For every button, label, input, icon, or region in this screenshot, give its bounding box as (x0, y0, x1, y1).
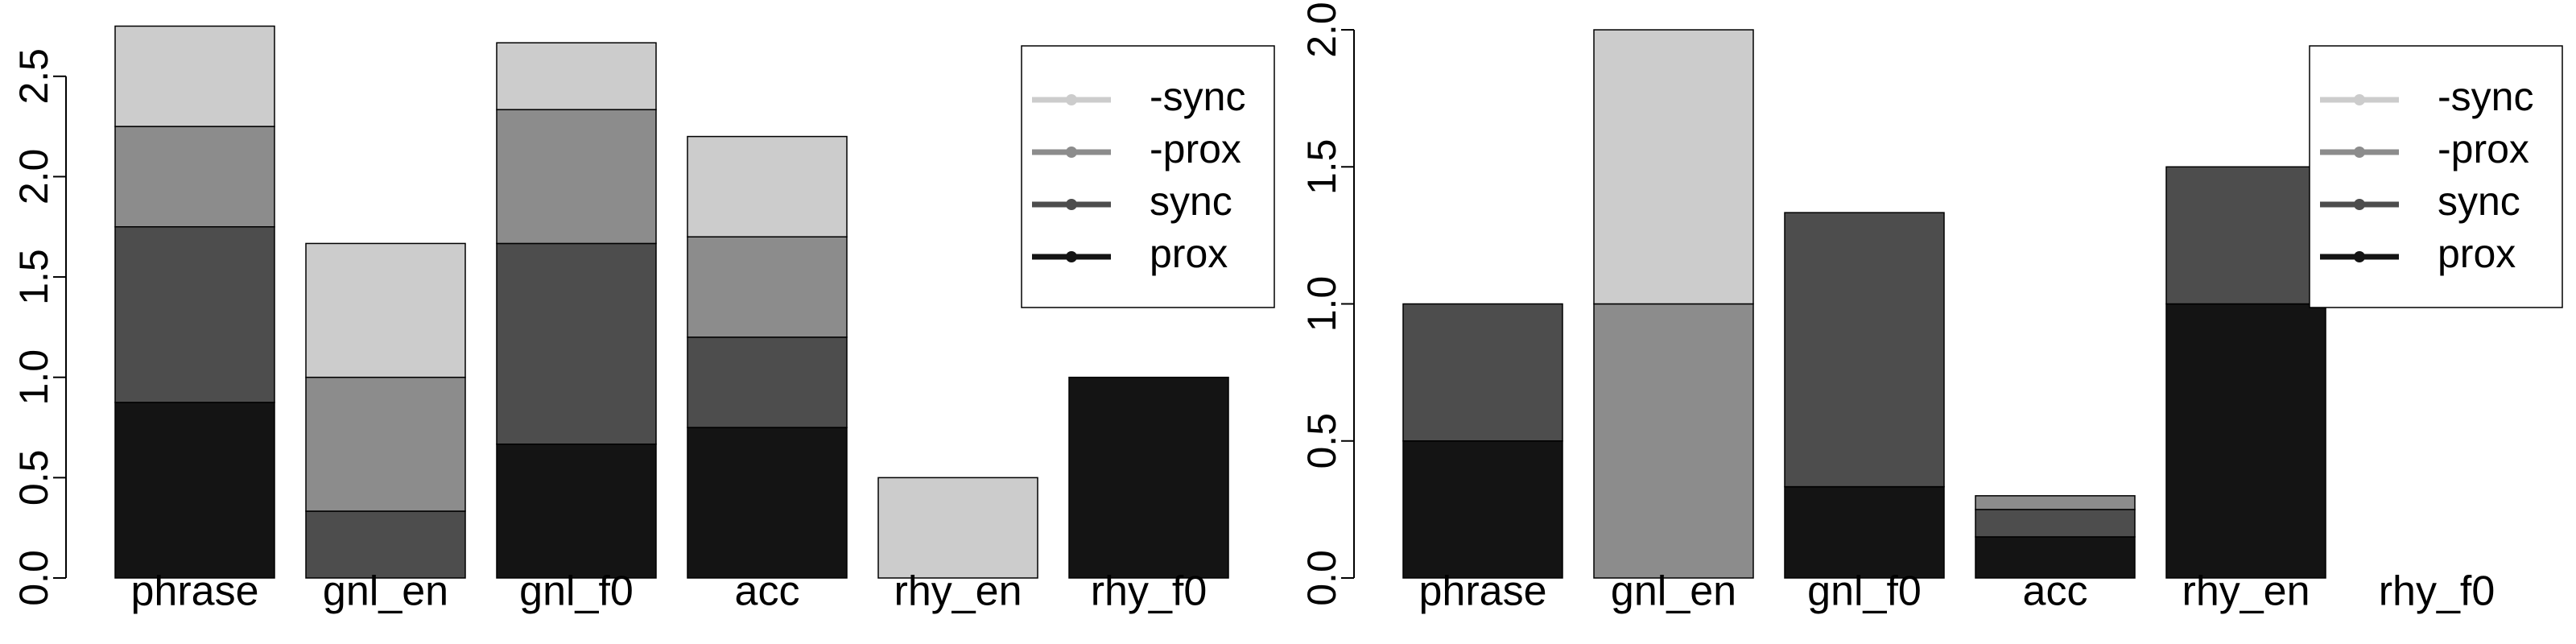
bar-segment (1593, 303, 1754, 579)
legend-box (1021, 45, 1275, 308)
x-tick-label: phrase (1419, 568, 1547, 615)
x-tick-label: rhy_f0 (1091, 568, 1208, 615)
bar-segment (1068, 376, 1229, 579)
y-tick-label: 2.0 (1299, 2, 1344, 58)
y-tick-label: 2.5 (11, 48, 56, 105)
legend-label: -sync (2438, 74, 2533, 119)
bar-segment (687, 336, 848, 428)
bar-segment (114, 402, 275, 579)
bar-segment (305, 376, 466, 512)
legend-label: sync (2438, 179, 2520, 224)
bar-segment (687, 135, 848, 237)
legend-label: prox (2438, 231, 2516, 276)
x-tick-label: rhy_f0 (2379, 568, 2496, 615)
bar-segment (114, 25, 275, 127)
legend-label: sync (1150, 179, 1232, 224)
chart-panel: 0.0 0.5 1.0 1.5 2.0 phrase gnl_en gnl_f0 acc rhy_… (1299, 2, 2563, 615)
legend-dot (1066, 199, 1077, 210)
x-tick-label: gnl_en (1611, 568, 1736, 615)
legend-dot (2354, 147, 2365, 158)
legend-label: -sync (1150, 74, 1245, 119)
legend-dot (1066, 94, 1077, 105)
bar-segment (496, 42, 657, 110)
bar-segment (2165, 303, 2326, 579)
bar-segment (687, 427, 848, 579)
x-tick-label: rhy_en (894, 568, 1022, 615)
y-tick-label: 0.5 (11, 450, 56, 506)
legend-dot (2354, 199, 2365, 210)
y-tick-label: 0.0 (1299, 550, 1344, 606)
x-tick-label: phrase (131, 568, 259, 615)
bar-segment (2165, 166, 2326, 305)
bar-segment (305, 510, 466, 579)
y-tick-label: 1.5 (11, 249, 56, 305)
legend-label: prox (1150, 231, 1228, 276)
x-tick-label: gnl_f0 (519, 568, 634, 615)
bar-segment (496, 109, 657, 245)
bar-segment (1402, 303, 1563, 442)
legend-dot (1066, 251, 1077, 262)
y-tick-label: 1.0 (11, 349, 56, 406)
x-tick-label: gnl_en (323, 568, 448, 615)
bar-segment (496, 242, 657, 445)
legend-dot (2354, 94, 2365, 105)
bar-segment (877, 477, 1038, 579)
bar-segment (1593, 29, 1754, 305)
bar-segment (687, 236, 848, 338)
bar-segment (1784, 485, 1945, 579)
y-tick-label: 1.5 (1299, 139, 1344, 196)
legend-box (2309, 45, 2563, 308)
bar-segment (1975, 495, 2136, 510)
bar-segment (114, 126, 275, 228)
bar-segment (1975, 509, 2136, 538)
y-tick-label: 2.0 (11, 149, 56, 205)
y-tick-label: 0.0 (11, 550, 56, 606)
bar-segment (114, 226, 275, 403)
x-tick-label: acc (735, 568, 800, 615)
x-tick-label: rhy_en (2182, 568, 2310, 615)
legend-label: -prox (2438, 126, 2529, 171)
x-tick-label: gnl_f0 (1807, 568, 1922, 615)
y-tick-label: 1.0 (1299, 276, 1344, 332)
bar-segment (1402, 440, 1563, 579)
bar-segment (1784, 212, 1945, 488)
legend-label: -prox (1150, 126, 1241, 171)
x-tick-label: acc (2023, 568, 2088, 615)
bar-segment (305, 242, 466, 378)
legend-dot (2354, 251, 2365, 262)
y-tick-label: 0.5 (1299, 413, 1344, 469)
chart-panel: 0.0 0.5 1.0 1.5 2.0 2.5 phrase gnl_en gnl_f0 acc r… (11, 25, 1275, 615)
bar-segment (496, 443, 657, 579)
legend-dot (1066, 147, 1077, 158)
bar-segment (1975, 536, 2136, 579)
